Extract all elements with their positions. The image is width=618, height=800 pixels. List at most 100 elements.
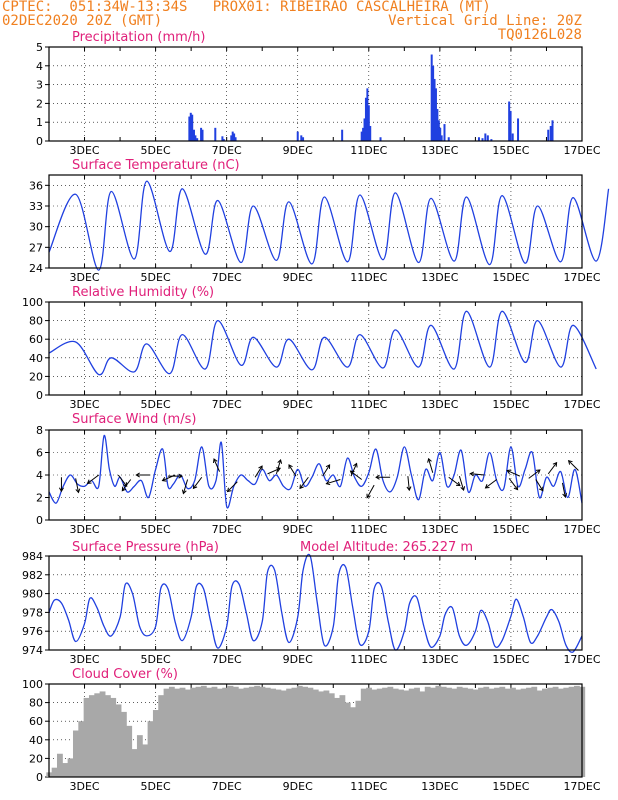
pressure-xtick-label: 11DEC <box>350 653 387 666</box>
wind-arrow-head <box>58 487 64 493</box>
pressure-ytick-label: 984 <box>22 550 43 563</box>
wind-arrow <box>508 478 518 490</box>
wind-arrow-head <box>484 484 490 489</box>
cloud-bar <box>291 687 298 777</box>
cloud-bar <box>360 688 367 777</box>
pressure-xtick-label: 17DEC <box>563 653 600 666</box>
wind-arrow-head <box>213 458 218 464</box>
cloud-bar <box>526 687 532 777</box>
precip-bar <box>434 88 437 141</box>
precip-xtick-label: 9DEC <box>283 144 313 157</box>
precip-bar <box>549 125 552 141</box>
wind-arrow-head <box>181 489 187 495</box>
wind-arrow-head <box>567 460 573 465</box>
cloud-bar <box>254 685 261 777</box>
precip-bar <box>214 127 217 141</box>
wind-arrow-head <box>258 465 263 471</box>
wind-title: Surface Wind (m/s) <box>72 412 196 427</box>
wind-arrow-head <box>469 471 475 477</box>
wind-arrow-head <box>506 469 512 475</box>
cloud-bar <box>190 687 197 777</box>
cloud-bar <box>88 695 95 777</box>
wind-arrow-head <box>277 458 283 464</box>
wind-arrow-head <box>552 461 558 467</box>
wind-arrow-head <box>75 488 81 494</box>
temp-ytick-label: 27 <box>29 241 43 254</box>
pressure-title: Surface Pressure (hPa) <box>72 540 219 555</box>
precip-bar <box>362 127 365 141</box>
wind-arrow-head <box>135 472 140 478</box>
wind-arrow <box>322 464 331 477</box>
cloud-bar <box>243 687 250 777</box>
wind-arrow-head <box>288 464 293 469</box>
precip-bar <box>302 137 305 141</box>
cloud-bar <box>323 690 330 777</box>
cloud-bar <box>435 685 442 777</box>
precip-bar <box>436 109 439 141</box>
cloud-bar <box>312 689 319 777</box>
wind-arrow <box>507 470 521 477</box>
temp-title: Surface Temperature (nC) <box>72 158 240 173</box>
precip-bar <box>369 125 372 141</box>
precip-bar <box>509 110 512 141</box>
cloud-title: Cloud Cover (%) <box>72 667 178 682</box>
precip-xtick-label: 11DEC <box>350 144 387 157</box>
cloud-bar <box>238 688 245 777</box>
precip-bar <box>443 124 446 141</box>
cloud-bar <box>110 697 117 777</box>
header-line2-left: 02DEC2020 20Z (GMT) <box>2 13 163 29</box>
wind-arrow <box>182 479 189 494</box>
cloud-ytick-label: 100 <box>22 678 43 691</box>
cloud-bar <box>574 685 580 777</box>
wind-arrow <box>448 476 461 487</box>
temp-line <box>48 180 610 271</box>
temp-ytick-label: 33 <box>29 200 43 213</box>
cloud-bar <box>222 687 229 777</box>
pressure-ytick-label: 980 <box>22 588 43 601</box>
cloud-bar <box>142 744 149 777</box>
temp-xtick-label: 17DEC <box>563 271 600 284</box>
cloud-bar <box>483 686 490 777</box>
wind-arrow-head <box>121 486 127 492</box>
cloud-bar <box>403 690 410 777</box>
precip-bar <box>490 139 493 141</box>
wind-arrow-head <box>161 477 167 482</box>
cloud-xtick-label: 11DEC <box>350 780 387 793</box>
wind-arrow <box>121 479 132 492</box>
wind-arrow-head <box>299 484 304 490</box>
temp-xtick-label: 3DEC <box>69 271 99 284</box>
cloud-bar <box>355 700 362 777</box>
wind-arrow <box>299 476 309 489</box>
pressure-ytick-label: 976 <box>22 625 43 638</box>
rh-frame <box>48 301 583 396</box>
wind-xtick-label: 9DEC <box>283 523 313 536</box>
cloud-bar <box>136 735 143 777</box>
pressure-xtick-label: 7DEC <box>212 653 242 666</box>
wind-arrow <box>568 460 579 471</box>
cloud-bar <box>547 687 554 777</box>
cloud-bar <box>211 686 218 777</box>
cloud-bar <box>307 687 314 777</box>
temp-xtick-label: 7DEC <box>212 271 242 284</box>
wind-xtick-label: 11DEC <box>350 523 387 536</box>
precip-bar <box>379 137 382 141</box>
cloud-bar <box>414 687 420 777</box>
cloud-bar <box>174 688 181 777</box>
cloud-bar <box>131 749 138 777</box>
precip-bar <box>433 78 436 141</box>
precip-bar <box>477 137 480 141</box>
cloud-bar <box>472 689 479 777</box>
precip-bar <box>367 105 370 141</box>
precip-bar <box>481 138 484 141</box>
pressure-frame <box>48 555 583 651</box>
wind-xtick-label: 7DEC <box>212 523 242 536</box>
wind-arrow <box>458 475 465 491</box>
wind-arrow <box>326 479 341 485</box>
cloud-bar <box>462 687 468 777</box>
precip-title: Precipitation (mm/h) <box>72 30 205 45</box>
cloud-bar <box>195 686 202 777</box>
precip-xtick-label: 15DEC <box>492 144 529 157</box>
precip-bar <box>484 133 487 141</box>
wind-arrow <box>192 476 203 489</box>
precip-ytick-label: 5 <box>36 41 43 54</box>
